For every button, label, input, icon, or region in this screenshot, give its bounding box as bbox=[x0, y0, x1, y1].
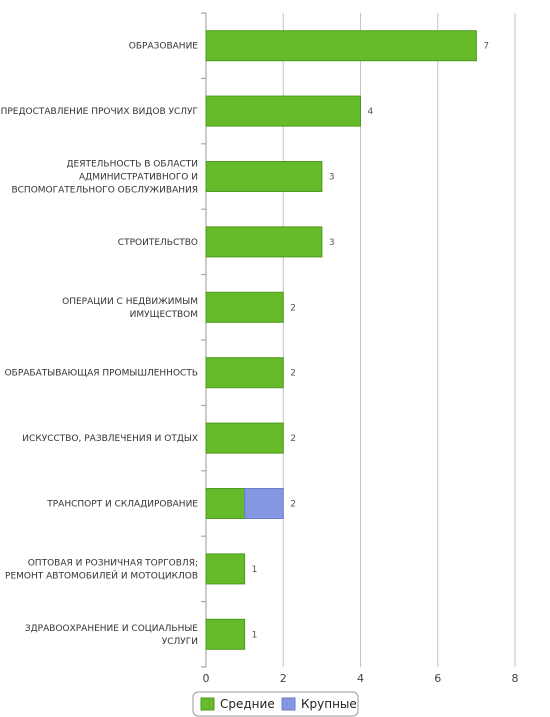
category-label: СТРОИТЕЛЬСТВО bbox=[118, 238, 198, 248]
x-tick-label: 0 bbox=[203, 672, 210, 685]
legend: Средние Крупные bbox=[192, 691, 359, 717]
data-label: 2 bbox=[290, 303, 296, 313]
legend-label[interactable]: Крупные bbox=[301, 697, 357, 711]
bar-srednie bbox=[205, 226, 323, 258]
data-label: 4 bbox=[368, 107, 374, 117]
bar-srednie bbox=[205, 488, 246, 519]
data-label: 1 bbox=[252, 565, 258, 575]
bar-srednie bbox=[205, 30, 477, 62]
bar-srednie bbox=[205, 618, 246, 650]
legend-swatch[interactable] bbox=[200, 697, 215, 711]
bar-srednie bbox=[205, 161, 323, 192]
legend-swatch[interactable] bbox=[281, 697, 296, 711]
x-tick-label: 4 bbox=[357, 672, 364, 685]
x-tick-label: 8 bbox=[512, 672, 519, 685]
category-label: ОПЕРАЦИИ С НЕДВИЖИМЫМ ИМУЩЕСТВОМ bbox=[62, 297, 198, 320]
data-label: 2 bbox=[290, 434, 296, 444]
category-label: ПРЕДОСТАВЛЕНИЕ ПРОЧИХ ВИДОВ УСЛУГ bbox=[1, 107, 198, 117]
category-labels: ОБРАЗОВАНИЕ ПРЕДОСТАВЛЕНИЕ ПРОЧИХ ВИДОВ У… bbox=[1, 42, 199, 647]
category-label: ЗДРАВООХРАНЕНИЕ И СОЦИАЛЬНЫЕ УСЛУГИ bbox=[25, 624, 198, 647]
data-label: 2 bbox=[290, 369, 296, 379]
data-labels: 7 4 3 3 2 2 2 2 1 1 bbox=[252, 42, 489, 641]
x-axis-ticks: 0 2 4 6 8 bbox=[203, 672, 519, 685]
category-label: ДЕЯТЕЛЬНОСТЬ В ОБЛАСТИ АДМИНИСТРАТИВНОГО … bbox=[11, 160, 198, 196]
category-label: ТРАНСПОРТ И СКЛАДИРОВАНИЕ bbox=[46, 500, 198, 510]
bar-srednie bbox=[205, 357, 284, 389]
x-tick-label: 6 bbox=[434, 672, 441, 685]
legend-box bbox=[192, 691, 359, 717]
category-label: ИСКУССТВО, РАЗВЛЕЧЕНИЯ И ОТДЫХ bbox=[22, 434, 198, 444]
x-tick-label: 2 bbox=[280, 672, 287, 685]
bar-srednie bbox=[205, 95, 361, 127]
category-label: ОБРАЗОВАНИЕ bbox=[129, 42, 199, 52]
data-label: 2 bbox=[290, 500, 296, 510]
category-label: ОБРАБАТЫВАЮЩАЯ ПРОМЫШЛЕННОСТЬ bbox=[5, 369, 198, 379]
category-label: ОПТОВАЯ И РОЗНИЧНАЯ ТОРГОВЛЯ; РЕМОНТ АВТО… bbox=[5, 558, 198, 581]
bar-srednie bbox=[205, 422, 284, 454]
bars bbox=[205, 30, 477, 650]
data-label: 3 bbox=[329, 173, 335, 183]
data-label: 3 bbox=[329, 238, 335, 248]
data-label: 7 bbox=[483, 42, 489, 52]
bar-srednie bbox=[205, 291, 284, 323]
data-label: 1 bbox=[252, 630, 258, 640]
bar-srednie bbox=[205, 553, 246, 585]
legend-label[interactable]: Средние bbox=[220, 697, 275, 711]
bar-krupnye bbox=[244, 488, 284, 519]
